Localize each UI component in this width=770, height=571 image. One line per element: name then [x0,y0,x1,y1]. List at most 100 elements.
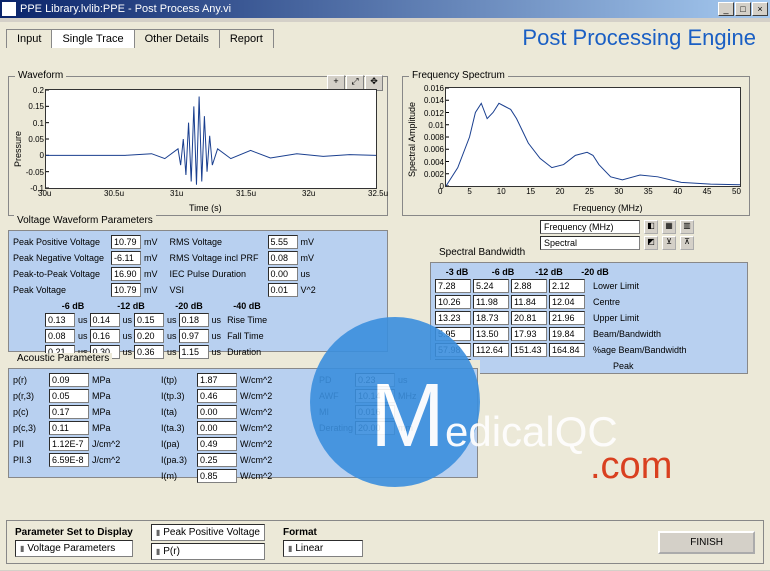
ac-value[interactable]: 0.17 [49,405,89,419]
maximize-button[interactable]: □ [735,2,751,16]
waveform-chart[interactable]: 30u30.5u31u31.5u32u32.5u-0.1-0.0500.050.… [45,89,377,189]
sb-value[interactable]: 2.12 [549,279,585,293]
tab-report[interactable]: Report [219,29,274,48]
ac-value[interactable]: 20.00 [355,421,395,435]
db-value[interactable]: 0.15 [134,313,164,327]
freq-mode[interactable]: Spectral [540,236,640,250]
freq-mode-btn3-icon[interactable]: ⊼ [680,236,694,250]
finish-button[interactable]: FINISH [658,531,755,554]
vp-value2[interactable]: 0.01 [268,283,298,297]
param-sub-dropdown[interactable]: P(r) [151,543,265,560]
ac-label: p(c) [13,407,47,417]
vp-value[interactable]: 10.79 [111,235,141,249]
spectrum-panel: Frequency Spectrum 051015202530354045500… [402,76,750,216]
sb-value[interactable]: 21.96 [549,311,585,325]
db-value[interactable]: 0.20 [134,329,164,343]
sb-value[interactable]: 164.84 [549,343,585,357]
sb-value[interactable]: 57.98 [435,343,471,357]
sb-row-label: Beam/Bandwidth [593,329,661,339]
db-value[interactable]: 0.18 [179,313,209,327]
waveform-panel: Waveform + ⤢ ✥ 30u30.5u31u31.5u32u32.5u-… [8,76,388,216]
spectrum-chart[interactable]: 0510152025303540455000.0020.0040.0060.00… [445,87,741,187]
vp-value[interactable]: 16.90 [111,267,141,281]
ac-value[interactable]: 0.00 [197,405,237,419]
sb-row-label: Centre [593,297,620,307]
tab-input[interactable]: Input [6,29,52,48]
sb-value[interactable]: 12.04 [549,295,585,309]
db-value[interactable]: 0.36 [134,345,164,359]
vp-label2: VSI [170,285,266,295]
sb-row-label: Lower Limit [593,281,639,291]
ac-label: Derating Distance [319,423,353,433]
sb-value[interactable]: 20.81 [511,311,547,325]
vp-label2: RMS Voltage [170,237,266,247]
sb-value[interactable]: 18.73 [473,311,509,325]
sb-value[interactable]: 10.26 [435,295,471,309]
vp-label2: IEC Pulse Duration [170,269,266,279]
spectral-bw-panel: Spectral Bandwidth -3 dB-6 dB-12 dB-20 d… [430,254,750,376]
db-value[interactable]: 0.16 [90,329,120,343]
freq-btn3-icon[interactable]: ▥ [680,220,694,234]
ac-value[interactable]: 0.85 [197,469,237,483]
ac-value[interactable]: 1.12E-7 [49,437,89,451]
ac-label: MI [319,407,353,417]
freq-btn2-icon[interactable]: ▦ [662,220,676,234]
sb-value[interactable]: 112.64 [473,343,509,357]
sb-value[interactable]: 13.50 [473,327,509,341]
sb-value[interactable]: 11.84 [511,295,547,309]
ac-value[interactable]: 0.25 [197,453,237,467]
param-value-dropdown[interactable]: Peak Positive Voltage [151,524,265,541]
sb-value[interactable]: 5.24 [473,279,509,293]
sb-value[interactable]: 19.84 [549,327,585,341]
db-value[interactable]: 1.15 [179,345,209,359]
voltage-params-title: Voltage Waveform Parameters [14,215,156,226]
sb-value[interactable]: 13.23 [435,311,471,325]
ac-label: PII [13,439,47,449]
ac-value[interactable]: 0.00 [197,421,237,435]
waveform-title: Waveform [15,70,66,81]
main-panel: Input Single Trace Other Details Report … [0,22,770,570]
minimize-button[interactable]: _ [718,2,734,16]
db-value[interactable]: 0.97 [179,329,209,343]
format-dropdown[interactable]: Linear [283,540,363,557]
vp-value2[interactable]: 0.08 [268,251,298,265]
sb-value[interactable]: 7.28 [435,279,471,293]
ac-value[interactable]: 0.11 [49,421,89,435]
param-set-label: Parameter Set to Display [15,527,133,538]
ac-value[interactable]: 10.14 [355,389,395,403]
ac-value[interactable]: 1.87 [197,373,237,387]
ac-value[interactable]: 0.05 [49,389,89,403]
freq-mode-btn2-icon[interactable]: ⊻ [662,236,676,250]
sb-value[interactable]: 5.95 [435,327,471,341]
ac-value[interactable]: 0.23 [355,373,395,387]
tab-single-trace[interactable]: Single Trace [51,29,134,48]
ac-value[interactable]: 0.46 [197,389,237,403]
vp-value2[interactable]: 5.55 [268,235,298,249]
ac-label: PII.3 [13,455,47,465]
vp-value[interactable]: -6.11 [111,251,141,265]
freq-mode-btn1-icon[interactable]: ◩ [644,236,658,250]
sb-value[interactable]: 151.43 [511,343,547,357]
vp-value2[interactable]: 0.00 [268,267,298,281]
db-value[interactable]: 0.13 [45,313,75,327]
voltage-params-group: Peak Positive Voltage10.79mVRMS Voltage5… [8,230,388,352]
ac-label: I(ta) [161,407,195,417]
sb-value[interactable]: 2.88 [511,279,547,293]
tab-other-details[interactable]: Other Details [134,29,220,48]
header-row: Input Single Trace Other Details Report … [6,26,764,50]
vp-value[interactable]: 10.79 [111,283,141,297]
ac-label: p(r) [13,375,47,385]
db-value[interactable]: 0.08 [45,329,75,343]
ac-value[interactable]: 0.49 [197,437,237,451]
ac-value[interactable]: 0.016 [355,405,395,419]
sb-value[interactable]: 17.93 [511,327,547,341]
ac-label: I(tp) [161,375,195,385]
close-button[interactable]: × [752,2,768,16]
sb-value[interactable]: 11.98 [473,295,509,309]
db-row-label: Fall Time [227,331,264,341]
ac-value[interactable]: 0.09 [49,373,89,387]
freq-btn1-icon[interactable]: ◧ [644,220,658,234]
db-value[interactable]: 0.14 [90,313,120,327]
param-set-dropdown[interactable]: Voltage Parameters [15,540,133,557]
ac-value[interactable]: 6.59E-8 [49,453,89,467]
